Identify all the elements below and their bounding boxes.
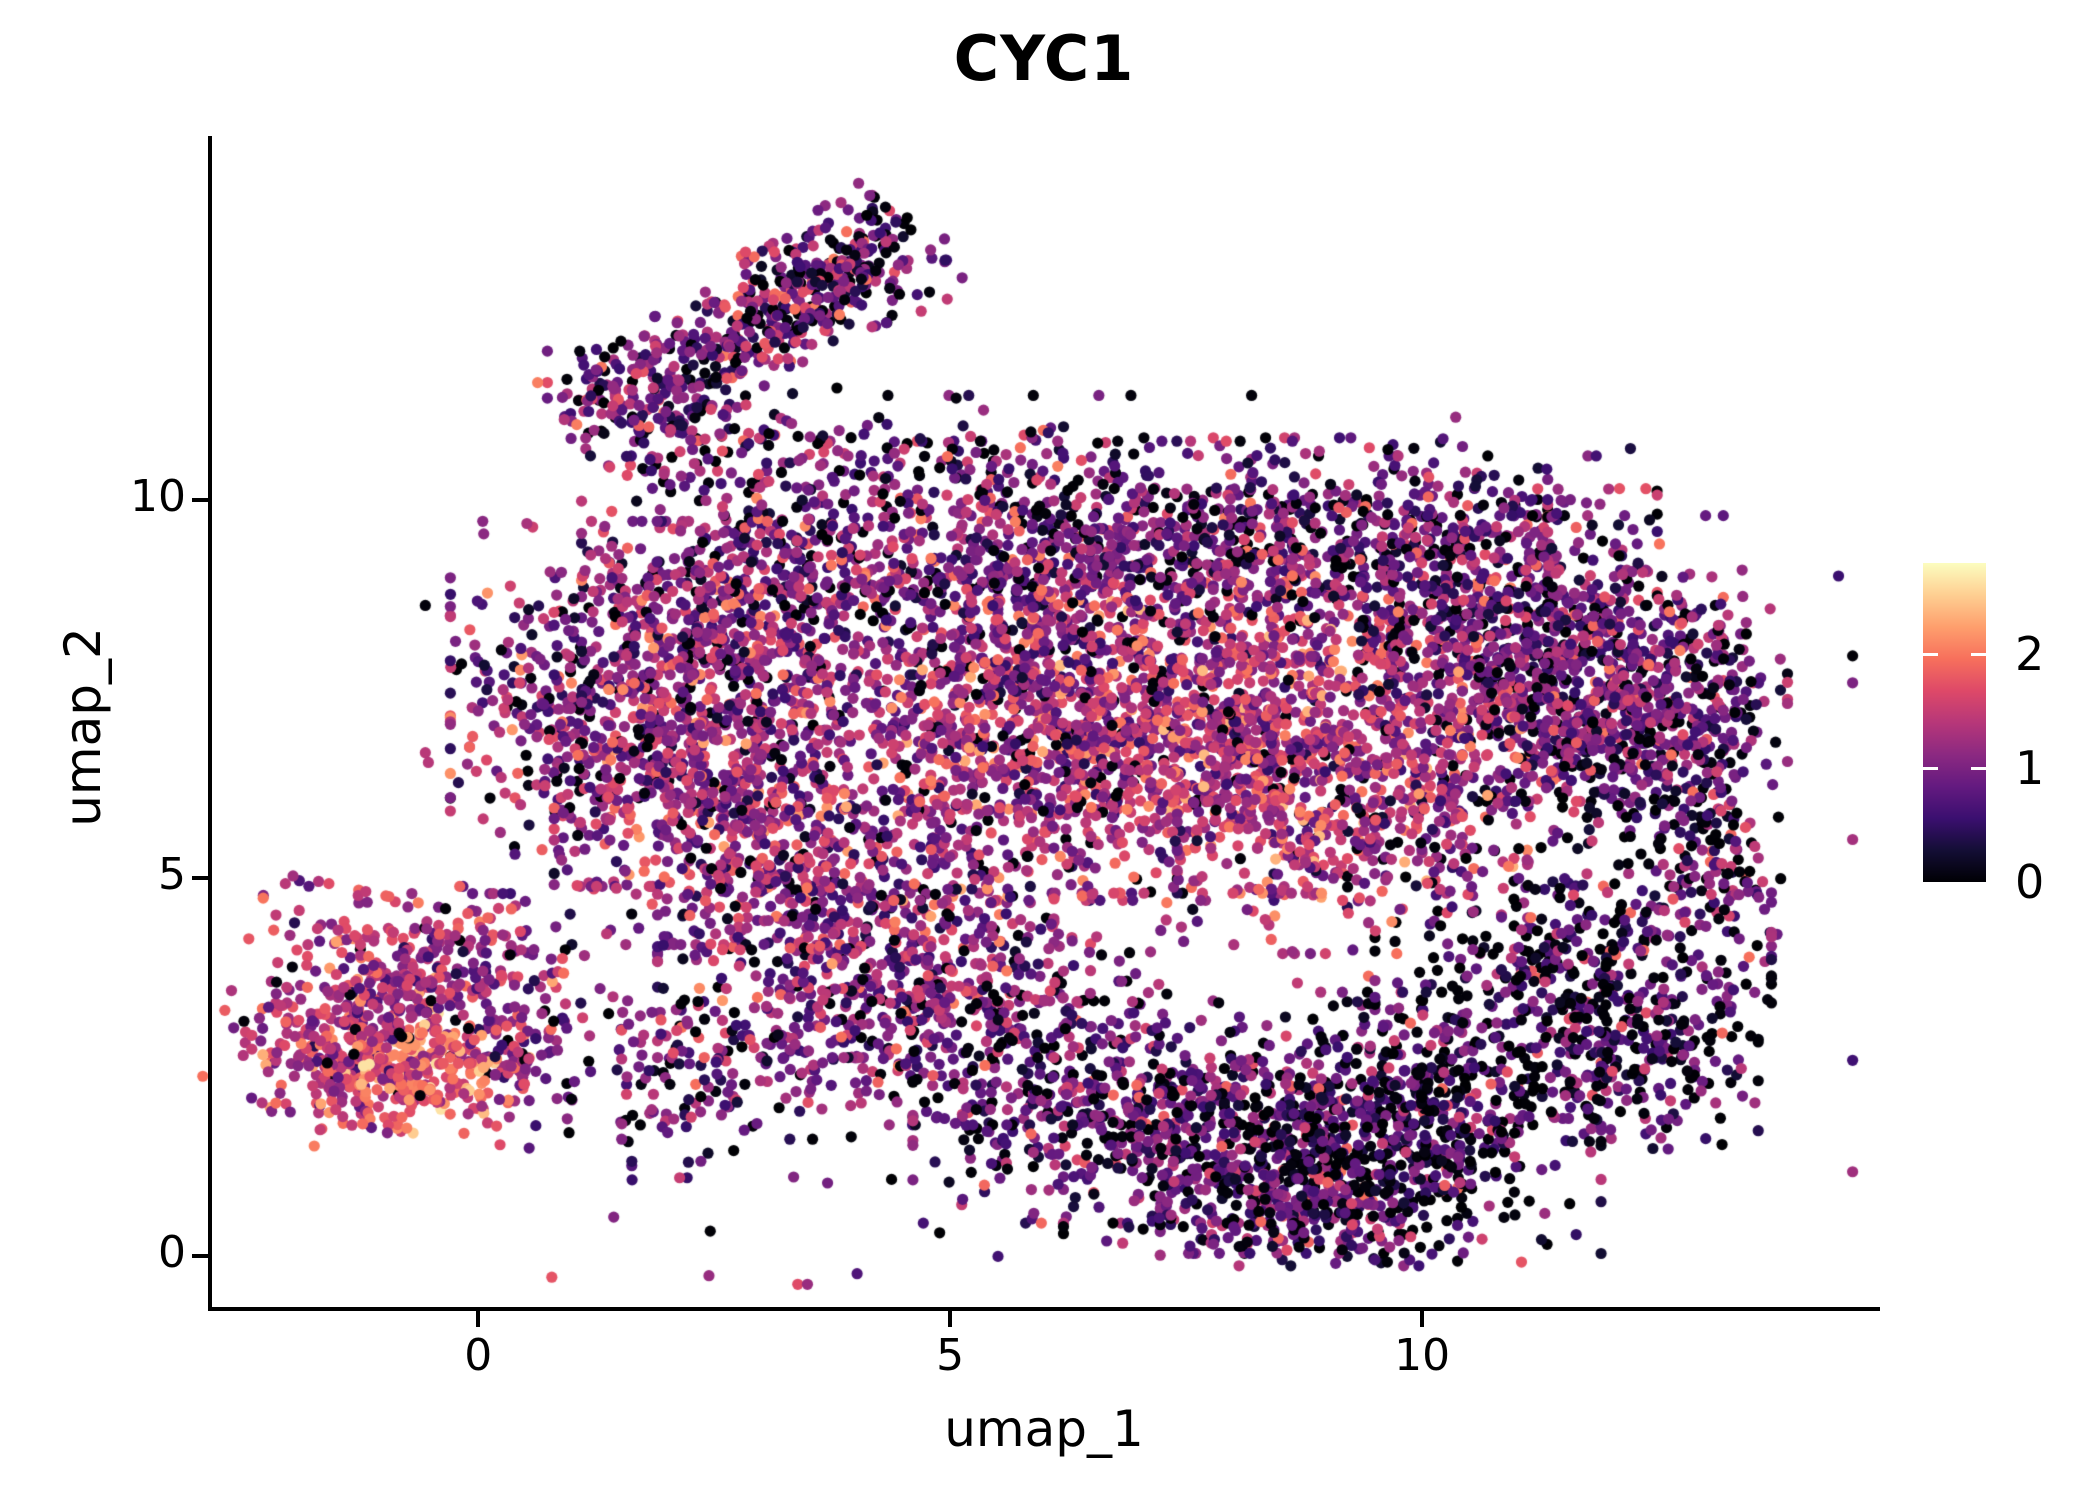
plot-title: CYC1 bbox=[953, 22, 1135, 95]
colorbar-tick-dash bbox=[1971, 766, 1986, 770]
y-tick-label: 0 bbox=[158, 1226, 186, 1278]
y-tick-mark bbox=[192, 1253, 208, 1258]
y-tick-mark bbox=[192, 875, 208, 880]
colorbar-tick-dash bbox=[1923, 766, 1938, 770]
colorbar-tick-dash bbox=[1971, 652, 1986, 656]
y-tick-label: 5 bbox=[158, 848, 186, 900]
x-tick-label: 10 bbox=[1394, 1330, 1451, 1381]
x-axis-label: umap_1 bbox=[944, 1400, 1144, 1458]
colorbar-tick-label: 1 bbox=[2015, 741, 2045, 796]
y-tick-mark bbox=[192, 497, 208, 502]
x-tick-mark bbox=[948, 1311, 953, 1327]
colorbar-tick-label: 2 bbox=[2015, 627, 2045, 682]
x-tick-mark bbox=[1420, 1311, 1425, 1327]
colorbar-gradient bbox=[1923, 563, 1986, 882]
colorbar-tick-dash bbox=[1923, 652, 1938, 656]
y-axis-label: umap_2 bbox=[54, 627, 112, 827]
x-axis-line bbox=[208, 1307, 1880, 1311]
y-axis-line bbox=[208, 136, 212, 1311]
x-tick-mark bbox=[476, 1311, 481, 1327]
y-tick-label: 10 bbox=[130, 470, 186, 522]
x-tick-label: 5 bbox=[936, 1330, 965, 1381]
x-tick-label: 0 bbox=[464, 1330, 493, 1381]
colorbar-tick-label: 0 bbox=[2015, 855, 2045, 909]
